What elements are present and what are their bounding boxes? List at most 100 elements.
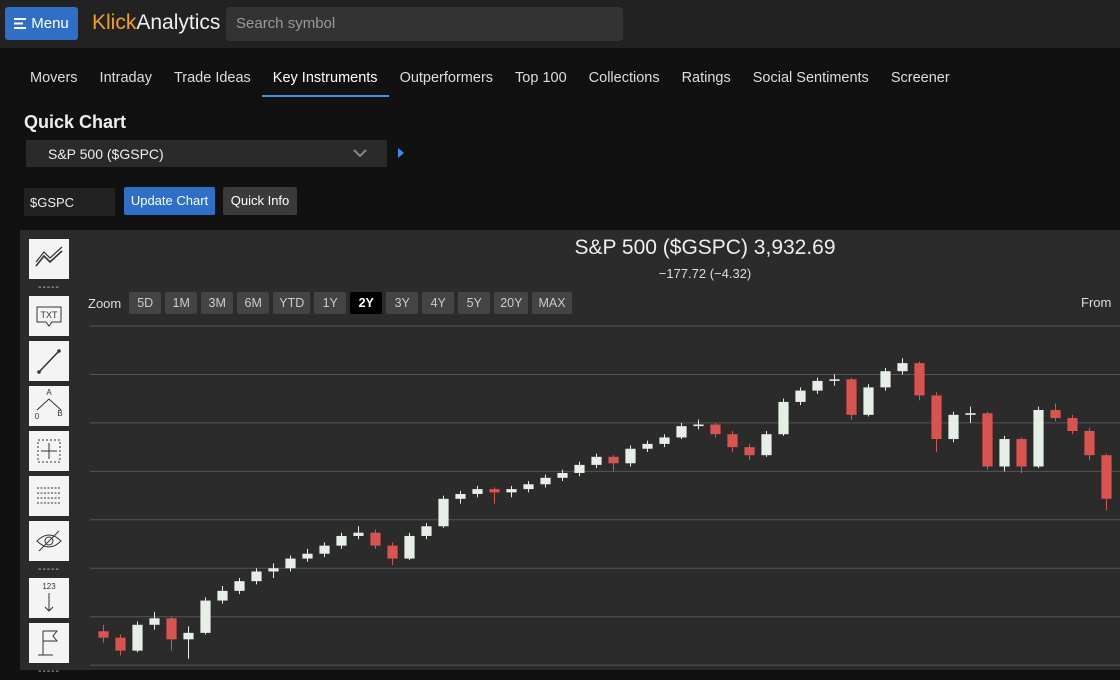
menu-button[interactable]: Menu [5,7,78,40]
zoom-button[interactable]: 20Y [494,292,529,314]
candle-body [778,401,789,435]
candle-body [217,590,228,601]
candle-body [676,426,687,438]
candle-body [1101,455,1112,499]
grid-tool[interactable] [29,476,69,516]
candle-body [336,535,347,546]
zoom-button[interactable]: 1Y [314,292,347,314]
symbol-input[interactable]: $GSPC [24,188,115,216]
candle-body [370,532,381,546]
candle-body [115,637,126,651]
nav-tab[interactable]: Key Instruments [261,48,389,97]
candle-body [812,380,823,391]
icon [38,630,59,656]
candle-body [574,464,585,473]
brand-klick: Klick [92,11,137,34]
trend-tool[interactable] [29,239,69,279]
zoom-button[interactable]: 1M [165,292,198,314]
candle-body [897,363,908,372]
candle-body [999,439,1010,467]
candle-body [98,631,109,638]
line-tool[interactable] [29,341,69,381]
candle-body [948,414,959,440]
chart-panel: S&P 500 ($GSPC) 3,932.69 −177.72 (−4.32)… [20,230,1120,677]
candle-body [710,424,721,435]
select-caret [353,149,367,158]
candle-body [863,387,874,415]
candle-body [438,498,449,527]
chart-title: S&P 500 ($GSPC) 3,932.69 [574,236,836,259]
chart-change: −177.72 (−4.32) [658,266,752,281]
candle-body [625,448,636,464]
icon [37,487,61,504]
section-title: Quick Chart [24,112,127,132]
update-chart-button[interactable]: Update Chart [124,187,215,215]
tool-text: 123 [42,582,56,591]
separator: ----- [38,282,60,293]
candle-body [268,568,279,572]
candle-body [1016,439,1027,467]
brand-analytics: Analytics [136,11,221,34]
zoom-button[interactable]: 2Y [350,292,383,314]
icon [35,246,63,267]
candle-body [761,434,772,456]
candle-body [455,493,466,499]
nav-tab[interactable]: Ratings [681,70,731,86]
nav-tab[interactable]: Movers [30,70,78,86]
candle-body [506,489,517,493]
candle-body [880,371,891,388]
text-tool[interactable]: TXT [29,296,69,336]
candle-body [387,545,398,559]
separator: ----- [38,564,60,575]
nav-tab[interactable]: Top 100 [515,70,567,86]
candle-body [608,456,619,464]
nav-tab[interactable]: Screener [890,70,950,86]
candle-body [166,618,177,640]
nav-tab[interactable]: Outperformers [399,70,494,86]
quick-info-button[interactable]: Quick Info [223,187,297,215]
flag-tool[interactable] [29,623,69,663]
zoom-button[interactable]: 3M [201,292,234,314]
candle-body [931,395,942,440]
zoom-button[interactable]: 3Y [386,292,419,314]
candle-body [404,535,415,559]
candle-body [965,413,976,415]
candle-body [982,413,993,467]
brand[interactable]: KlickAnalytics [92,11,220,35]
zoom-button[interactable]: YTD [273,292,311,314]
nav-tab[interactable]: Collections [588,70,660,86]
candle-body [132,624,143,651]
wave-tool[interactable]: A 0 B [29,386,69,426]
symbol-select[interactable]: S&P 500 ($GSPC) [26,140,387,167]
candle-body [421,526,432,536]
search-input[interactable]: Search symbol [226,7,623,41]
icon [37,439,61,463]
nav-tab[interactable]: Social Sentiments [752,70,869,86]
hide-tool[interactable] [29,521,69,561]
candle-body [353,532,364,536]
candle-body [1067,418,1078,431]
chart [90,325,1120,666]
nav-tab[interactable]: Trade Ideas [173,70,251,86]
nav-tab[interactable]: Intraday [99,70,152,86]
candle-body [489,489,500,493]
numbers-tool[interactable]: 123 [29,578,69,618]
candle-body [540,477,551,485]
zoom-button[interactable]: 5D [129,292,162,314]
top-bar: Menu KlickAnalytics Search symbol [0,0,1120,48]
candle-body [523,484,534,490]
zoom-button[interactable]: 5Y [458,292,491,314]
zoom-button[interactable]: 6M [237,292,270,314]
candle-body [693,424,704,427]
candle-body [1033,409,1044,467]
candle-body [914,363,925,396]
candle-body [251,571,262,582]
icon: A 0 B [35,388,63,421]
next-arrow[interactable] [397,148,405,158]
crosshair-tool[interactable] [29,431,69,471]
zoom-button[interactable]: MAX [532,292,572,314]
candle-body [642,443,653,449]
candle-body [472,489,483,494]
zoom-button[interactable]: 4Y [422,292,455,314]
